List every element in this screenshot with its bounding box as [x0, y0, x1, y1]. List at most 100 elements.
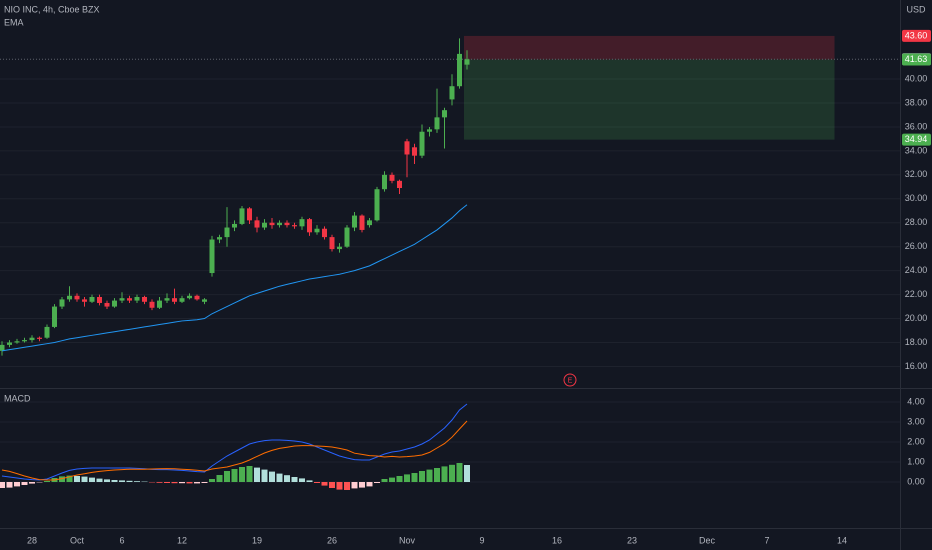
y-tick-label: 20.00 [905, 313, 928, 323]
candle-body [142, 296, 147, 302]
histogram-bar [89, 477, 95, 482]
histogram-bar [276, 473, 283, 482]
histogram-bar [29, 482, 35, 484]
macd-line [1, 420, 468, 481]
candle-body [412, 147, 417, 156]
histogram-bar [299, 478, 305, 482]
histogram-bar [396, 476, 403, 482]
candle-body [209, 239, 215, 274]
histogram-bar [21, 482, 28, 485]
candle-body [89, 296, 95, 302]
candle-body [217, 237, 222, 240]
histogram-bar [284, 475, 290, 482]
histogram-bar [81, 476, 88, 482]
candle-body [427, 129, 432, 132]
price-label-bg [902, 53, 931, 66]
candle-body [97, 296, 102, 303]
histogram-bar [419, 471, 425, 482]
candle-body [149, 301, 155, 308]
histogram-bar [201, 482, 208, 483]
y-tick-label: 0.00 [907, 476, 925, 486]
price-label-bg [902, 29, 931, 42]
histogram-bar [434, 468, 440, 482]
candle-body [262, 222, 267, 228]
price-label: 43.60 [905, 30, 928, 40]
stop-zone [464, 35, 835, 60]
histogram-bar [321, 482, 328, 486]
candle-body [29, 337, 35, 341]
earnings-label: E [568, 377, 573, 384]
candle-body [464, 59, 470, 65]
candle-body [202, 299, 207, 302]
histogram-bar [194, 482, 200, 484]
ema-line [1, 204, 468, 352]
x-tick-label: 6 [119, 535, 124, 545]
candle-body [322, 228, 327, 238]
candle-body [314, 228, 320, 233]
histogram-bar [239, 467, 245, 482]
histogram-bar [441, 466, 448, 482]
x-tick-label: Dec [699, 535, 716, 545]
histogram-bar [126, 480, 133, 482]
x-tick-label: 28 [27, 535, 37, 545]
histogram-bar [336, 482, 343, 490]
histogram-bar [96, 478, 103, 482]
y-tick-label: 26.00 [905, 241, 928, 251]
histogram-bar [74, 476, 80, 482]
y-tick-label: 3.00 [907, 416, 925, 426]
histogram-bar [254, 467, 260, 482]
x-tick-label: 16 [552, 535, 562, 545]
histogram-bar [449, 464, 455, 482]
candle-body [232, 223, 237, 228]
candle-body [284, 222, 290, 226]
x-tick-label: 19 [252, 535, 262, 545]
y-tick-label: 38.00 [905, 97, 928, 107]
histogram-bar [261, 469, 268, 482]
histogram-bar [59, 476, 65, 482]
histogram-bar [6, 482, 13, 488]
y-tick-label: 16.00 [905, 361, 928, 371]
x-tick-label: 7 [764, 535, 769, 545]
histogram-bar [464, 465, 470, 482]
histogram-bar [411, 473, 418, 482]
y-tick-label: 28.00 [905, 217, 928, 227]
candle-body [224, 227, 230, 238]
candle-body [104, 302, 110, 307]
x-tick-label: 12 [177, 535, 187, 545]
price-label: 34.94 [905, 134, 928, 144]
y-tick-label: 2.00 [907, 436, 925, 446]
candle-body [134, 296, 140, 301]
candle-body [419, 131, 425, 156]
x-tick-label: 9 [479, 535, 484, 545]
y-tick-label: 32.00 [905, 169, 928, 179]
y-tick-label: 34.00 [905, 145, 928, 155]
candle-body [82, 299, 87, 302]
histogram-bar [426, 469, 433, 482]
histogram-bar [44, 481, 50, 482]
candle-body [329, 237, 335, 250]
histogram-bar [216, 475, 223, 482]
histogram-bar [209, 479, 215, 482]
macd-title: MACD [4, 393, 31, 403]
legend-entry: EMA [4, 17, 24, 27]
candle-body [14, 341, 20, 343]
candle-body [44, 326, 50, 338]
candle-body [442, 110, 447, 118]
candle-body [307, 219, 312, 233]
histogram-bar [456, 463, 463, 482]
candle-body [112, 300, 117, 307]
target-zone [464, 59, 835, 140]
candle-body [119, 298, 125, 301]
candle-body [404, 141, 410, 155]
histogram-bar [329, 482, 335, 488]
histogram-bar [156, 482, 163, 483]
candle-body [59, 299, 65, 307]
y-tick-label: 4.00 [907, 396, 925, 406]
y-tick-label: 40.00 [905, 73, 928, 83]
candle-body [344, 227, 350, 247]
candle-body [247, 208, 252, 221]
histogram-bar [134, 481, 140, 482]
histogram-bar [224, 471, 230, 482]
